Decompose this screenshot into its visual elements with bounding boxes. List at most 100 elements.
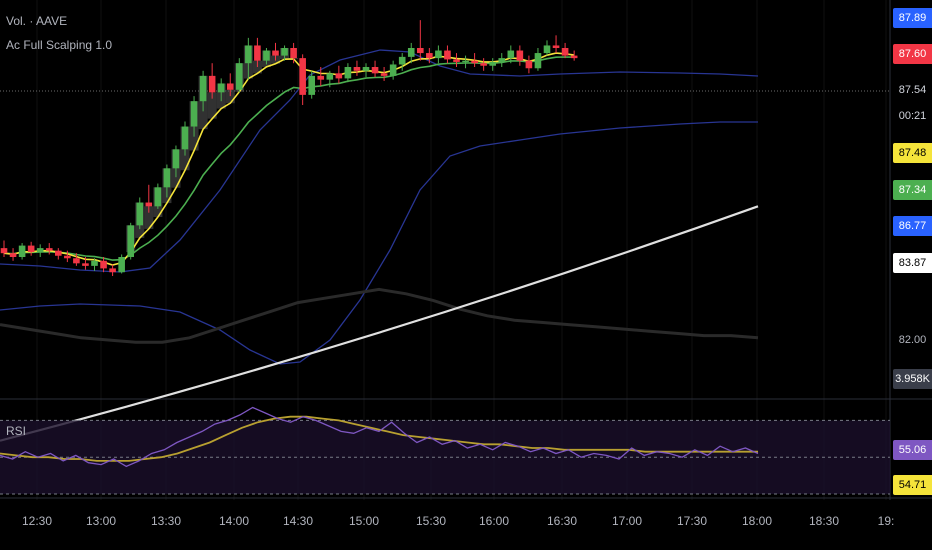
time-axis-label: 15:00: [348, 514, 380, 528]
price-axis-label[interactable]: 87.48: [893, 143, 932, 163]
candle-body: [118, 257, 125, 273]
candle-body: [407, 48, 415, 57]
candle-body: [18, 245, 26, 257]
candle-body: [317, 75, 325, 80]
time-axis-label: 16:00: [478, 514, 510, 528]
candle-body: [561, 48, 569, 56]
time-axis-label: 19:: [877, 514, 895, 528]
price-axis-label[interactable]: 86.77: [893, 216, 932, 236]
candle-body: [543, 45, 551, 54]
candle-body: [27, 245, 35, 252]
candle-body: [136, 202, 144, 226]
long-sma-line: [0, 205, 759, 442]
volume-axis-label[interactable]: 3.958K: [893, 369, 932, 389]
rsi-line: [0, 406, 759, 468]
candle-body: [154, 187, 162, 207]
time-axis-label: 14:00: [218, 514, 250, 528]
candle-body: [9, 253, 17, 257]
candle-body: [190, 101, 198, 127]
candle-body: [91, 260, 98, 266]
candle-body: [100, 260, 107, 269]
candle-body: [226, 83, 234, 90]
candle-body: [127, 225, 134, 257]
candle-body: [516, 50, 524, 61]
candle-body: [263, 50, 270, 61]
indicator-legend[interactable]: Ac Full Scalping 1.0: [6, 38, 113, 52]
candle-body: [0, 248, 8, 254]
time-axis-label: 14:30: [282, 514, 314, 528]
candle-body: [145, 202, 153, 207]
candle-body: [326, 73, 334, 80]
candle-body: [435, 50, 442, 59]
candle-body: [498, 58, 506, 62]
price-axis-label[interactable]: 82.00: [893, 330, 932, 350]
time-axis-label: 12:30: [21, 514, 53, 528]
time-axis-label: 16:30: [546, 514, 578, 528]
candle-body: [172, 149, 180, 169]
candle-body: [281, 48, 288, 56]
candle-body: [371, 67, 379, 74]
candle-body: [254, 45, 261, 61]
candle-body: [64, 255, 71, 259]
candle-body: [344, 67, 352, 79]
bollinger-upper: [0, 49, 759, 273]
candle-body: [462, 60, 469, 63]
candle-body: [471, 60, 478, 64]
candle-body: [45, 248, 53, 251]
trend-fill: [225, 89, 235, 104]
rsi-axis-label[interactable]: 54.71: [893, 475, 932, 495]
rsi-ma-line: [0, 415, 758, 462]
bollinger-lower: [0, 121, 758, 365]
time-axis-label: 18:00: [741, 514, 773, 528]
candle-body: [444, 50, 451, 60]
trend-fill: [252, 60, 262, 74]
candle-body: [163, 168, 171, 188]
trend-fill: [207, 92, 217, 119]
candle-body: [389, 64, 397, 76]
candle-body: [181, 126, 189, 150]
candle-body: [82, 263, 89, 266]
candle-body: [290, 48, 297, 59]
rsi-axis-label[interactable]: 55.06: [893, 440, 932, 460]
time-axis-label: 13:00: [85, 514, 117, 528]
time-axis-label: 17:00: [611, 514, 643, 528]
candle-body: [55, 250, 62, 256]
candle-body: [362, 67, 370, 71]
candle-body: [36, 248, 44, 252]
candle-body: [217, 83, 225, 93]
candle-body: [245, 45, 252, 64]
time-axis-label: 15:30: [415, 514, 447, 528]
candle-body: [208, 75, 216, 93]
candle-body: [73, 258, 80, 264]
price-axis-label[interactable]: 83.87: [893, 253, 932, 273]
candle-body: [507, 50, 515, 59]
candle-body: [417, 48, 424, 54]
candle-body: [272, 50, 279, 56]
volume-ma-line: [0, 287, 759, 344]
price-axis-label[interactable]: 87.89: [893, 8, 932, 28]
time-axis-label: 17:30: [676, 514, 708, 528]
candle-body: [489, 61, 496, 66]
volume-legend[interactable]: Vol. · AAVE: [6, 14, 68, 28]
candle-body: [480, 63, 487, 66]
price-axis-label[interactable]: 87.54: [893, 80, 932, 100]
candle-body: [335, 73, 343, 79]
price-axis-label[interactable]: 00:21: [893, 106, 932, 126]
time-axis-label: 18:30: [808, 514, 840, 528]
candle-body: [109, 268, 116, 273]
trend-fill: [144, 206, 154, 229]
candle-body: [534, 53, 542, 69]
candle-body: [199, 75, 207, 102]
candle-body: [453, 59, 460, 62]
rsi-legend[interactable]: RSI: [6, 424, 27, 438]
candle-body: [308, 75, 315, 95]
time-axis-label: 13:30: [150, 514, 182, 528]
candle-body: [570, 55, 578, 59]
candle-body: [236, 63, 243, 90]
candle-body: [299, 58, 306, 95]
candle-body: [353, 67, 361, 71]
price-axis-label[interactable]: 87.34: [893, 180, 932, 200]
candle-body: [426, 53, 433, 59]
price-axis-label[interactable]: 87.60: [893, 44, 932, 64]
